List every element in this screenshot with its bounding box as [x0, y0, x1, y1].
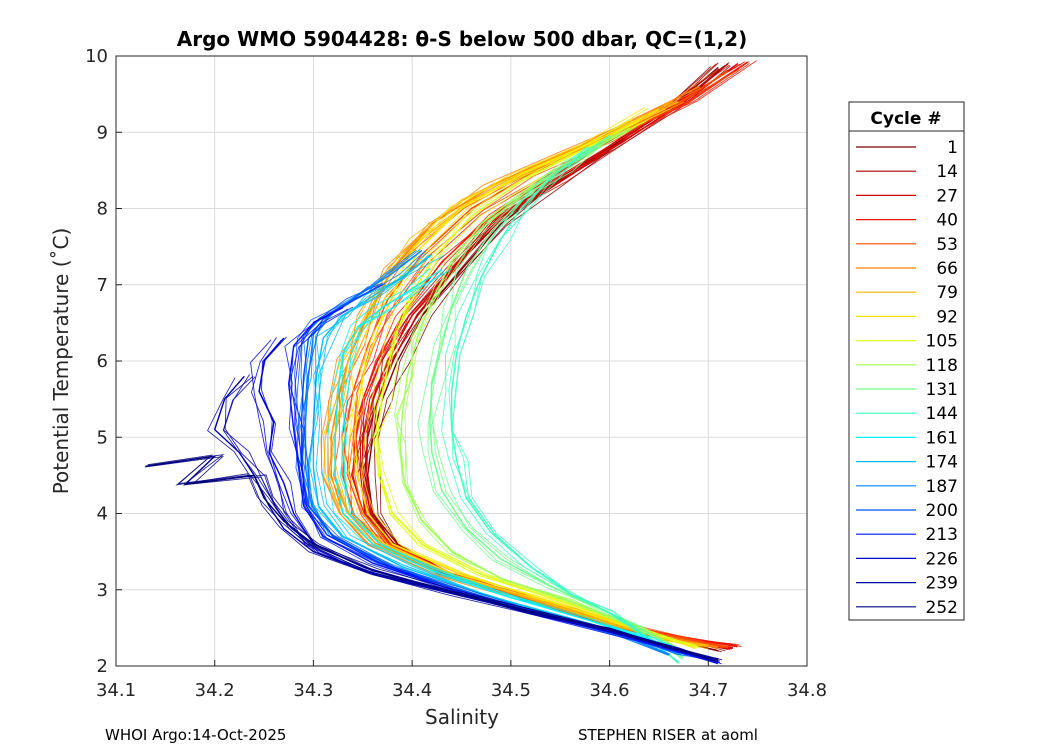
x-tick-label: 34.8	[787, 680, 827, 701]
legend-item: 200	[856, 501, 958, 521]
series-line	[147, 454, 716, 662]
legend-label: 40	[936, 211, 958, 231]
series-line	[404, 127, 690, 656]
y-tick-label: 4	[97, 504, 108, 525]
series-92	[341, 107, 703, 650]
legend-item: 213	[856, 525, 958, 545]
y-tick-label: 6	[97, 351, 108, 372]
legend-label: 27	[936, 186, 958, 206]
legend-label: 79	[936, 283, 958, 303]
x-axis-label: Salinity	[425, 705, 499, 729]
series-line	[348, 107, 696, 650]
x-tick-label: 34.3	[293, 680, 333, 701]
y-tick-label: 8	[97, 199, 108, 220]
series-line	[284, 308, 718, 662]
y-tick-label: 9	[97, 122, 108, 143]
series-line	[144, 455, 720, 660]
legend-label: 14	[936, 162, 958, 182]
y-tick-label: 5	[97, 427, 108, 448]
series-line	[376, 121, 697, 647]
legend-item: 252	[856, 598, 958, 618]
x-tick-label: 34.2	[195, 680, 235, 701]
x-tick-label: 34.6	[590, 680, 630, 701]
series-line	[323, 100, 706, 646]
legend-item: 1	[856, 138, 958, 158]
legend-item: 118	[856, 356, 958, 376]
legend-label: 213	[926, 525, 958, 545]
legend-label: 92	[936, 307, 958, 327]
x-tick-label: 34.7	[688, 680, 728, 701]
y-tick-label: 2	[97, 656, 108, 677]
series-118	[394, 126, 690, 656]
legend-item: 27	[856, 186, 958, 206]
legend-label: 187	[926, 477, 958, 497]
series-line	[430, 134, 683, 661]
y-tick-labels: 2 3 4 5 6 7 8 9 10	[85, 46, 122, 677]
legend-label: 174	[926, 453, 958, 473]
series-line	[309, 252, 681, 655]
legend-item: 40	[856, 211, 958, 231]
series-line	[149, 456, 718, 662]
legend-item: 105	[856, 332, 958, 352]
legend-label: 226	[926, 549, 958, 569]
legend-label: 66	[936, 259, 958, 279]
series-line	[451, 146, 679, 664]
x-tick-label: 34.5	[491, 680, 531, 701]
legend-items: 1 14 27 40 53 66 79 92 105 118 131 144 161 174 187 200 2…	[856, 138, 958, 618]
footer-right-note: STEPHEN RISER at aoml	[578, 726, 758, 744]
legend-item: 131	[856, 380, 958, 400]
legend-label: 200	[926, 501, 958, 521]
series-line	[327, 268, 686, 654]
legend-item: 226	[856, 549, 958, 569]
series-line	[397, 126, 689, 655]
series-line	[339, 270, 691, 654]
chart-title: Argo WMO 5904428: θ-S below 500 dbar, QC…	[177, 27, 747, 51]
series-line	[320, 86, 718, 649]
series-line	[372, 118, 697, 648]
legend-item: 66	[856, 259, 958, 279]
series-layer	[144, 60, 757, 665]
series-line	[207, 377, 708, 658]
series-line	[340, 270, 689, 657]
series-line	[317, 255, 683, 657]
series-line	[441, 146, 679, 664]
legend-label: 161	[926, 428, 958, 448]
series-161	[327, 268, 691, 657]
x-tick-label: 34.1	[96, 680, 136, 701]
y-tick-label: 10	[85, 46, 108, 67]
series-line	[341, 107, 696, 647]
legend-label: 1	[947, 138, 958, 158]
y-tick-label: 7	[97, 275, 108, 296]
legend-item: 79	[856, 283, 958, 303]
legend-item: 187	[856, 477, 958, 497]
legend-item: 144	[856, 404, 958, 424]
legend-label: 118	[926, 356, 958, 376]
legend-item: 161	[856, 428, 958, 448]
x-tick-labels: 34.1 34.2 34.3 34.4 34.5 34.6 34.7 34.8	[96, 660, 827, 701]
legend-item: 239	[856, 574, 958, 594]
legend-item: 14	[856, 162, 958, 182]
legend-label: 252	[926, 598, 958, 618]
x-tick-label: 34.4	[392, 680, 432, 701]
legend: Cycle # 1 14 27 40 53 66 79 92 105 118 131 144 161 17…	[848, 101, 965, 621]
legend-title: Cycle #	[870, 109, 941, 129]
footer-left-note: WHOI Argo:14-Oct-2025	[105, 726, 287, 744]
legend-label: 144	[926, 404, 958, 424]
legend-label: 239	[926, 574, 958, 594]
legend-item: 174	[856, 453, 958, 473]
series-line	[394, 128, 688, 655]
series-252	[144, 454, 723, 662]
y-tick-label: 3	[97, 580, 108, 601]
legend-label: 131	[926, 380, 958, 400]
series-144	[441, 146, 680, 665]
legend-label: 53	[936, 235, 958, 255]
y-axis-label: Potential Temperature (˚C)	[49, 228, 73, 495]
legend-label: 105	[926, 332, 958, 352]
series-line	[448, 146, 680, 665]
legend-item: 92	[856, 307, 958, 327]
series-line	[258, 336, 722, 665]
legend-item: 53	[856, 235, 958, 255]
